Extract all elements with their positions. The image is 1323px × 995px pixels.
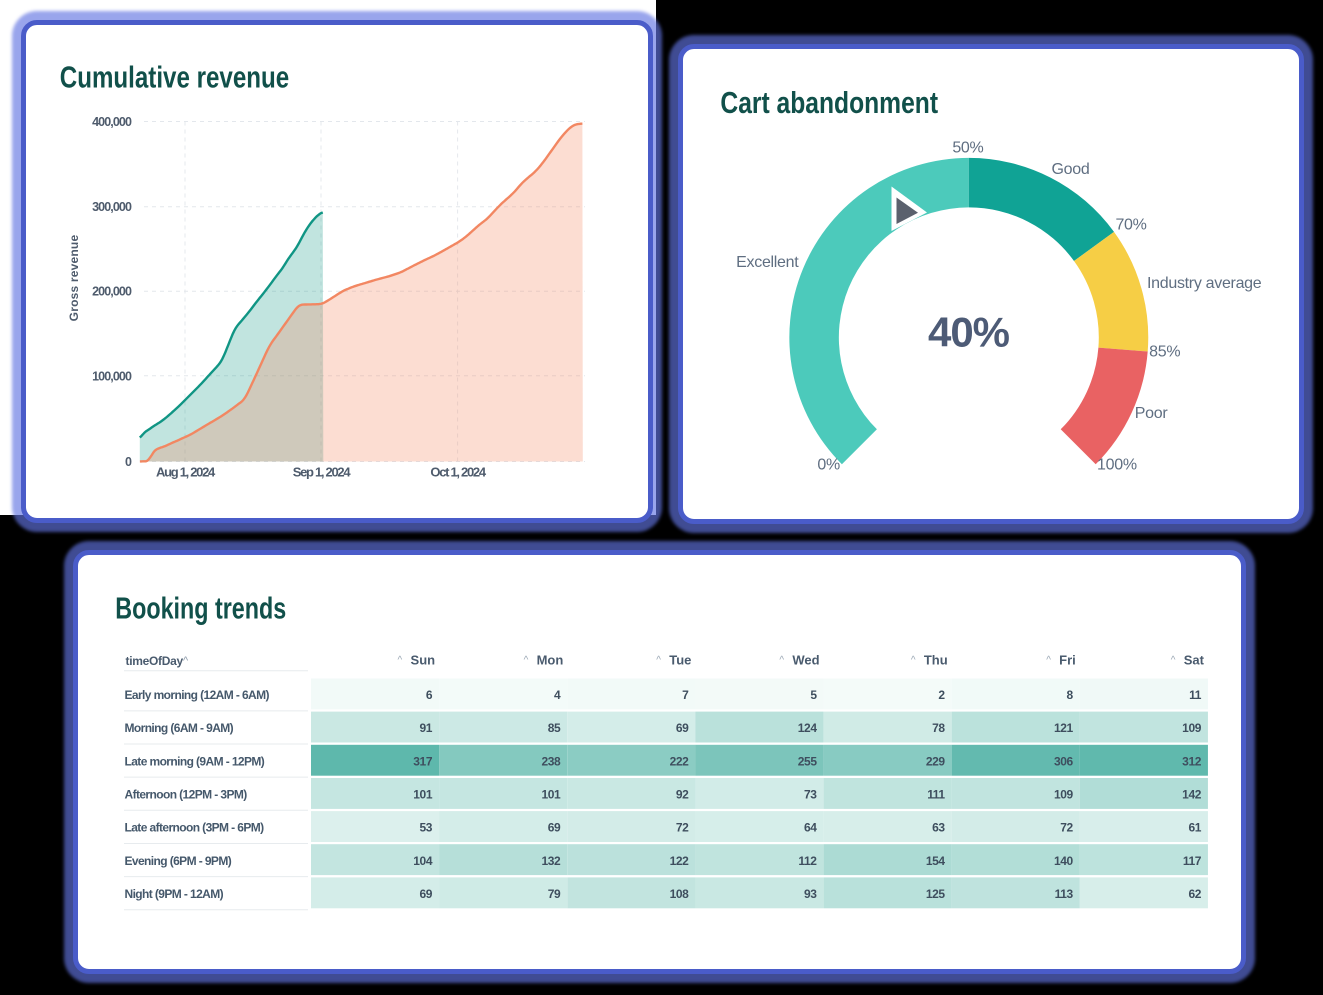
svg-text:69: 69 bbox=[548, 821, 561, 835]
svg-text:Booking trends: Booking trends bbox=[115, 591, 286, 626]
svg-text:300,000: 300,000 bbox=[92, 200, 132, 214]
svg-text:Oct 1, 2024: Oct 1, 2024 bbox=[430, 465, 486, 480]
svg-text:Fri: Fri bbox=[1059, 653, 1076, 668]
svg-text:timeOfDay: timeOfDay bbox=[126, 654, 184, 668]
svg-text:Tue: Tue bbox=[669, 653, 691, 668]
svg-text:5: 5 bbox=[810, 688, 817, 702]
svg-text:306: 306 bbox=[1054, 754, 1074, 768]
svg-text:Good: Good bbox=[1052, 161, 1090, 178]
svg-text:400,000: 400,000 bbox=[92, 115, 132, 129]
svg-text:Sun: Sun bbox=[411, 653, 436, 668]
svg-text:93: 93 bbox=[804, 887, 817, 901]
svg-text:109: 109 bbox=[1054, 788, 1074, 802]
svg-text:7: 7 bbox=[682, 688, 689, 702]
svg-text:Late afternoon (3PM - 6PM): Late afternoon (3PM - 6PM) bbox=[125, 821, 265, 835]
svg-text:85: 85 bbox=[548, 721, 561, 735]
svg-text:2: 2 bbox=[938, 688, 945, 702]
svg-text:117: 117 bbox=[1183, 854, 1202, 868]
svg-text:101: 101 bbox=[413, 788, 433, 802]
svg-text:104: 104 bbox=[413, 854, 433, 868]
svg-text:100,000: 100,000 bbox=[92, 369, 132, 383]
svg-text:6: 6 bbox=[426, 688, 433, 702]
svg-text:142: 142 bbox=[1182, 788, 1202, 802]
svg-text:Wed: Wed bbox=[792, 653, 819, 668]
svg-text:^: ^ bbox=[524, 655, 529, 666]
svg-text:69: 69 bbox=[420, 887, 433, 901]
svg-text:^: ^ bbox=[1046, 655, 1051, 666]
svg-text:125: 125 bbox=[926, 887, 946, 901]
svg-text:238: 238 bbox=[541, 754, 561, 768]
svg-text:140: 140 bbox=[1054, 854, 1074, 868]
svg-text:124: 124 bbox=[798, 721, 818, 735]
svg-text:Excellent: Excellent bbox=[736, 254, 799, 271]
svg-text:Poor: Poor bbox=[1135, 405, 1169, 422]
svg-text:^: ^ bbox=[1171, 655, 1176, 666]
svg-text:Late morning (9AM - 12PM): Late morning (9AM - 12PM) bbox=[125, 754, 265, 768]
svg-text:85%: 85% bbox=[1149, 343, 1180, 360]
svg-text:92: 92 bbox=[676, 788, 689, 802]
svg-text:^: ^ bbox=[656, 655, 661, 666]
svg-text:Mon: Mon bbox=[537, 653, 564, 668]
svg-text:4: 4 bbox=[554, 688, 561, 702]
svg-text:^: ^ bbox=[911, 655, 916, 666]
svg-text:61: 61 bbox=[1188, 821, 1201, 835]
svg-text:Industry average: Industry average bbox=[1147, 275, 1262, 292]
svg-text:317: 317 bbox=[413, 754, 433, 768]
svg-text:^: ^ bbox=[779, 655, 784, 666]
svg-text:Early morning (12AM - 6AM): Early morning (12AM - 6AM) bbox=[125, 688, 270, 702]
svg-text:132: 132 bbox=[541, 854, 561, 868]
svg-text:200,000: 200,000 bbox=[92, 285, 132, 299]
svg-text:229: 229 bbox=[926, 754, 946, 768]
svg-text:72: 72 bbox=[1060, 821, 1073, 835]
svg-text:122: 122 bbox=[670, 854, 690, 868]
svg-text:^: ^ bbox=[398, 655, 403, 666]
svg-text:69: 69 bbox=[676, 721, 689, 735]
svg-text:100%: 100% bbox=[1097, 456, 1137, 473]
svg-text:Night (9PM - 12AM): Night (9PM - 12AM) bbox=[125, 887, 224, 901]
svg-text:108: 108 bbox=[670, 887, 690, 901]
svg-text:Evening (6PM - 9PM): Evening (6PM - 9PM) bbox=[125, 854, 232, 868]
svg-text:121: 121 bbox=[1054, 721, 1074, 735]
svg-text:40%: 40% bbox=[928, 308, 1010, 355]
svg-text:112: 112 bbox=[798, 854, 817, 868]
svg-text:255: 255 bbox=[798, 754, 818, 768]
svg-text:Thu: Thu bbox=[924, 653, 948, 668]
svg-text:50%: 50% bbox=[952, 140, 983, 157]
svg-text:91: 91 bbox=[420, 721, 433, 735]
svg-text:222: 222 bbox=[670, 754, 690, 768]
svg-text:8: 8 bbox=[1067, 688, 1074, 702]
svg-text:Cumulative revenue: Cumulative revenue bbox=[60, 60, 289, 94]
svg-text:62: 62 bbox=[1188, 887, 1201, 901]
svg-text:Sep 1, 2024: Sep 1, 2024 bbox=[293, 465, 352, 480]
svg-text:78: 78 bbox=[932, 721, 945, 735]
svg-text:11: 11 bbox=[1189, 688, 1202, 702]
svg-text:79: 79 bbox=[548, 887, 561, 901]
svg-text:53: 53 bbox=[420, 821, 433, 835]
svg-text:64: 64 bbox=[804, 821, 817, 835]
svg-text:63: 63 bbox=[932, 821, 945, 835]
svg-text:Aug 1, 2024: Aug 1, 2024 bbox=[156, 465, 216, 480]
svg-text:Morning (6AM - 9AM): Morning (6AM - 9AM) bbox=[125, 721, 234, 735]
svg-text:73: 73 bbox=[804, 788, 817, 802]
svg-text:101: 101 bbox=[541, 788, 561, 802]
svg-text:109: 109 bbox=[1182, 721, 1202, 735]
svg-text:Afternoon (12PM - 3PM): Afternoon (12PM - 3PM) bbox=[125, 788, 248, 802]
svg-text:0%: 0% bbox=[817, 456, 840, 473]
svg-text:70%: 70% bbox=[1115, 216, 1146, 233]
svg-text:0: 0 bbox=[125, 455, 132, 469]
svg-text:111: 111 bbox=[927, 788, 945, 802]
svg-text:Cart abandonment: Cart abandonment bbox=[720, 85, 938, 119]
svg-text:Gross revenue: Gross revenue bbox=[67, 235, 81, 322]
svg-text:154: 154 bbox=[926, 854, 946, 868]
svg-text:72: 72 bbox=[676, 821, 689, 835]
svg-text:312: 312 bbox=[1182, 754, 1202, 768]
svg-text:^: ^ bbox=[183, 655, 189, 667]
svg-text:113: 113 bbox=[1055, 887, 1074, 901]
svg-text:Sat: Sat bbox=[1184, 653, 1205, 668]
